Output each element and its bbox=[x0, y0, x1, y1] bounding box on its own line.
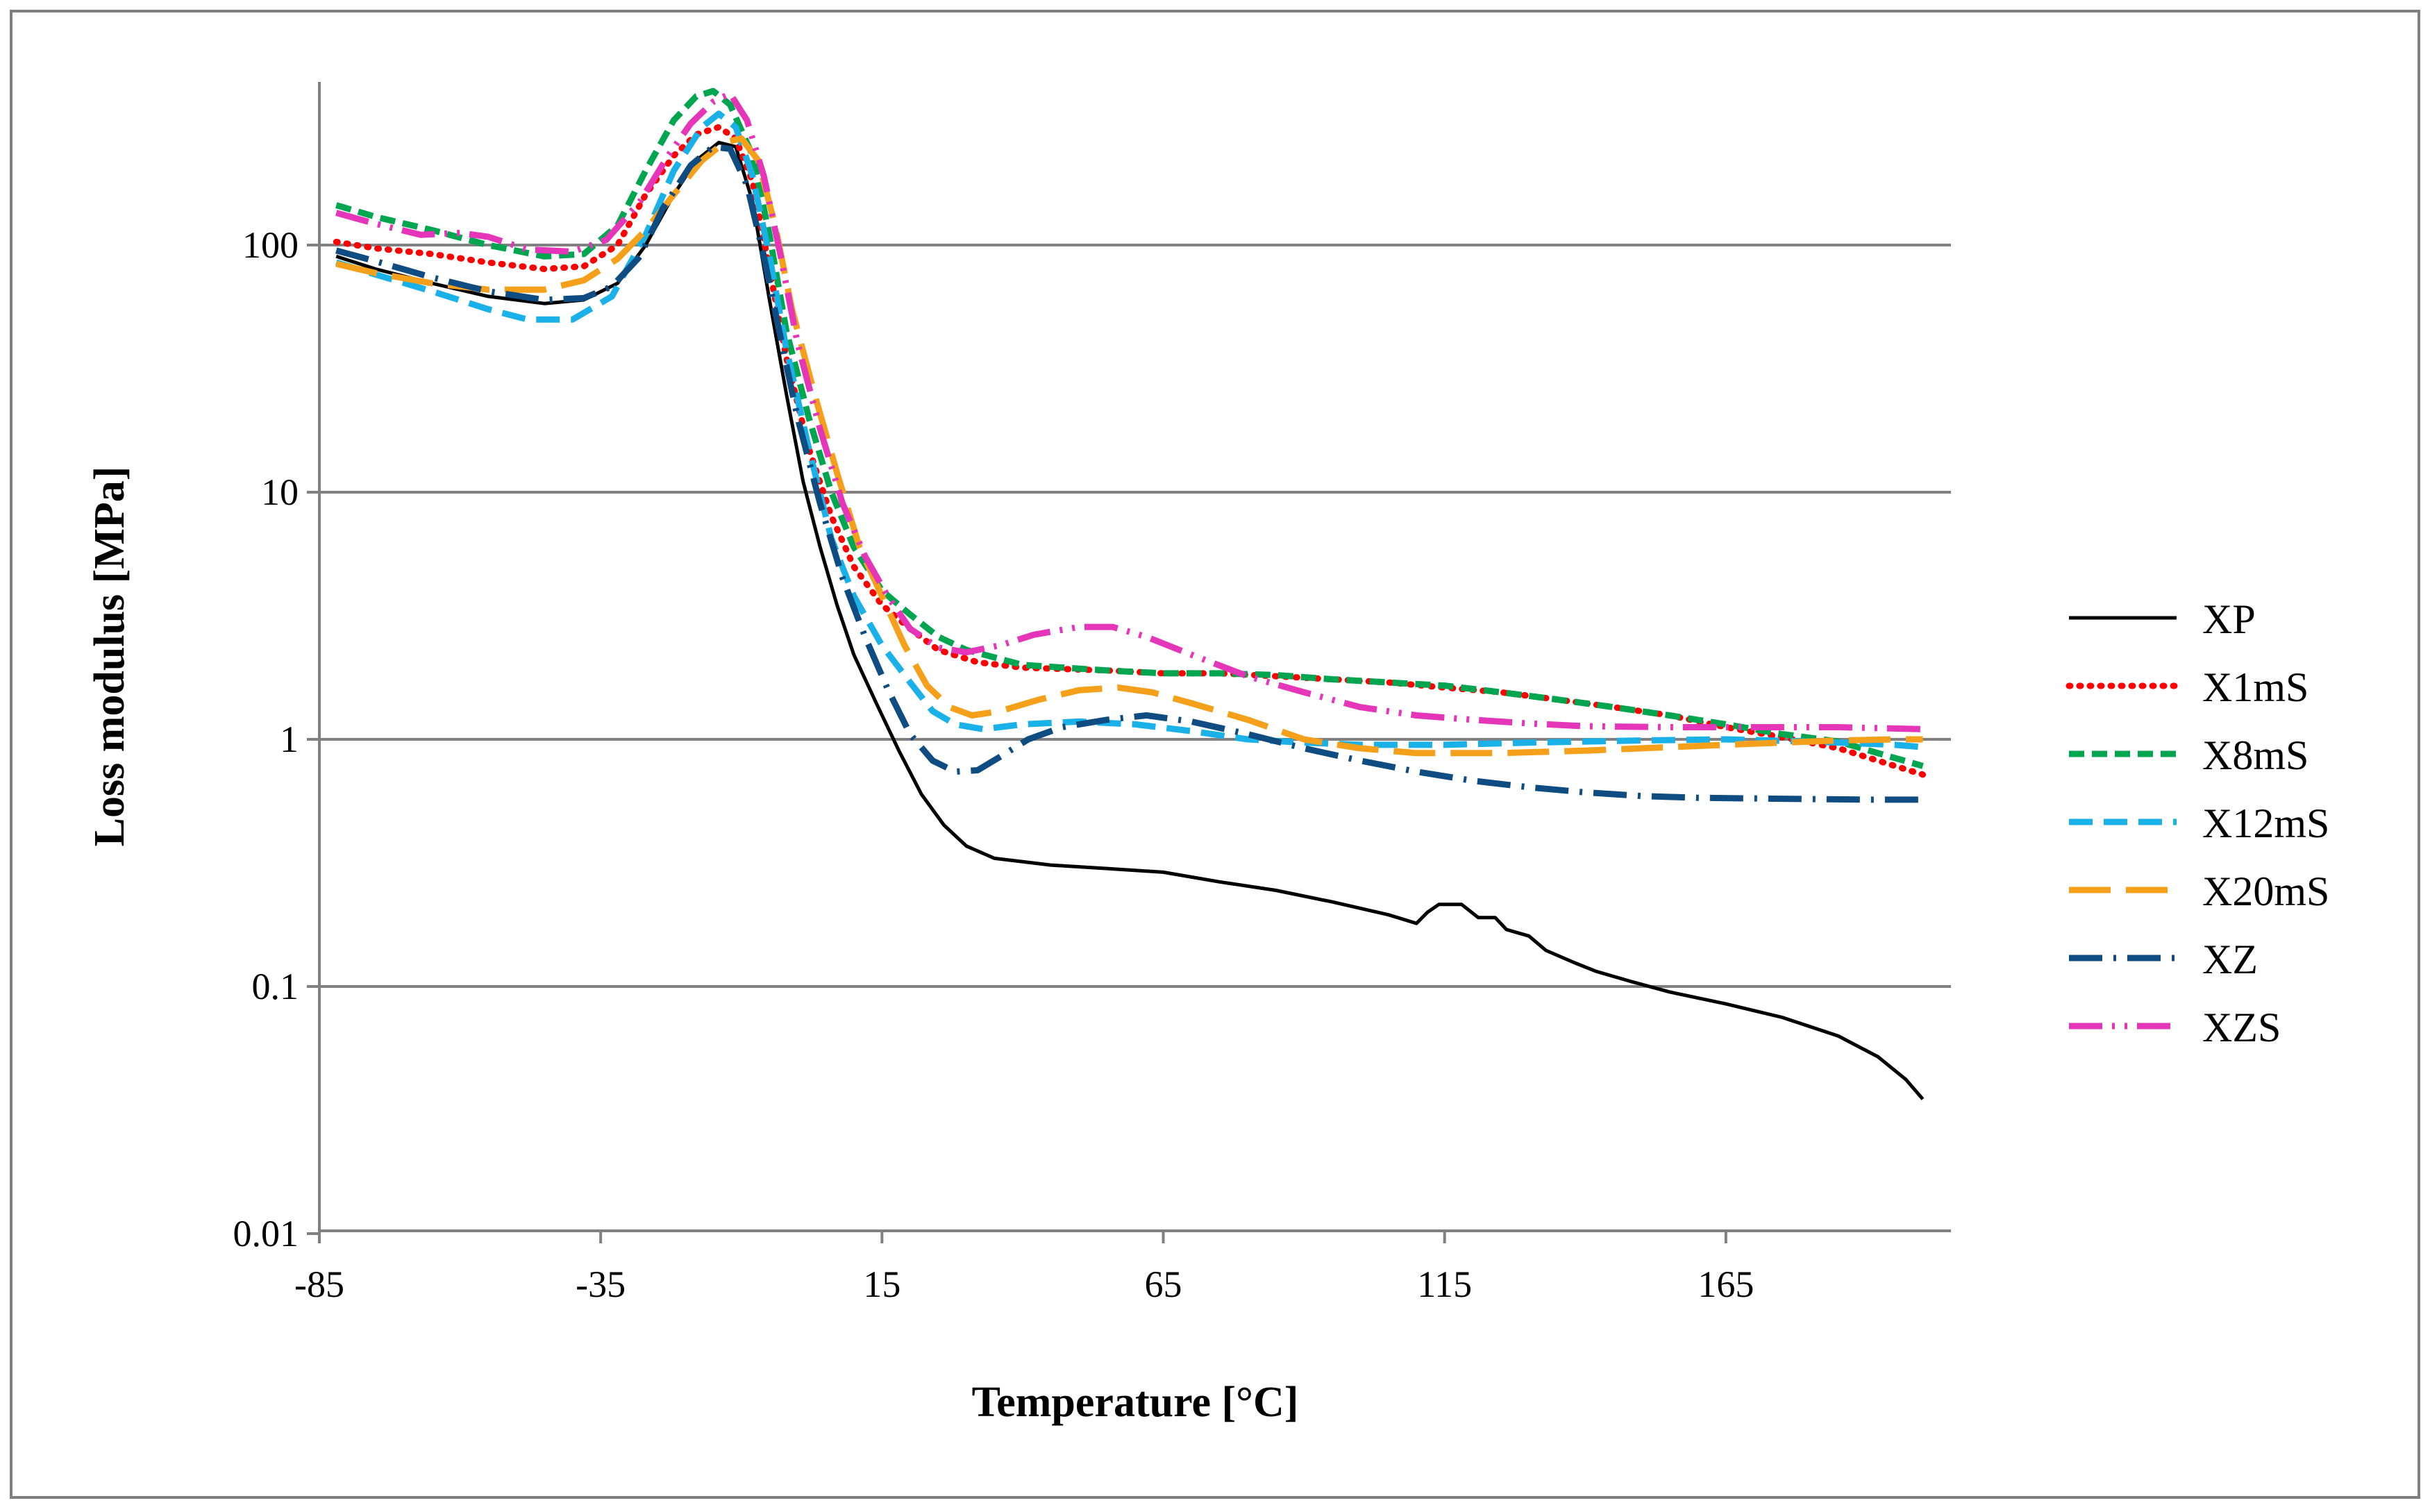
y-axis-title: Loss modulus [MPa] bbox=[86, 467, 133, 847]
axes bbox=[318, 82, 1951, 1232]
x-tick-label: -35 bbox=[576, 1263, 626, 1305]
legend-label-x8ms: X8mS bbox=[2202, 732, 2308, 778]
x-tick-label: -85 bbox=[294, 1263, 344, 1305]
series-line-x8ms bbox=[335, 87, 1924, 769]
y-tick-label: 0.1 bbox=[252, 966, 299, 1007]
y-tick-label: 100 bbox=[242, 224, 299, 266]
outer-frame bbox=[10, 10, 2420, 1499]
x-tick-label: 115 bbox=[1417, 1263, 1472, 1305]
x-tick-labels: -85 -35 15 65 115 165 bbox=[294, 1263, 1754, 1305]
series-line-x12ms bbox=[335, 110, 1923, 750]
y-tick-label: 10 bbox=[261, 471, 299, 513]
legend-label-x12ms: X12mS bbox=[2202, 800, 2329, 846]
x-axis-title: Temperature [°C] bbox=[972, 1379, 1299, 1426]
y-tick-label: 1 bbox=[280, 719, 299, 760]
x-tick-label: 15 bbox=[863, 1263, 900, 1305]
series-line-x20ms bbox=[335, 135, 1923, 757]
legend-label-xp: XP bbox=[2202, 596, 2256, 642]
legend-label-x1ms: X1mS bbox=[2202, 664, 2308, 710]
series-line-xzs bbox=[335, 90, 1923, 732]
series-line-xz bbox=[335, 143, 1923, 803]
legend: XP X1mS X8mS X12mS X20mS XZ XZS bbox=[2066, 596, 2329, 1050]
y-tick-label: 0.01 bbox=[233, 1213, 299, 1254]
legend-label-xz: XZ bbox=[2202, 936, 2258, 982]
x-tick-label: 165 bbox=[1698, 1263, 1754, 1305]
series-lines bbox=[333, 87, 1926, 1100]
y-tick-labels: 0.01 0.1 1 10 100 bbox=[233, 224, 299, 1254]
legend-label-xzs: XZS bbox=[2202, 1005, 2281, 1050]
x-tick-label: 65 bbox=[1145, 1263, 1182, 1305]
gridlines bbox=[307, 244, 1951, 1243]
legend-label-x20ms: X20mS bbox=[2202, 868, 2329, 914]
